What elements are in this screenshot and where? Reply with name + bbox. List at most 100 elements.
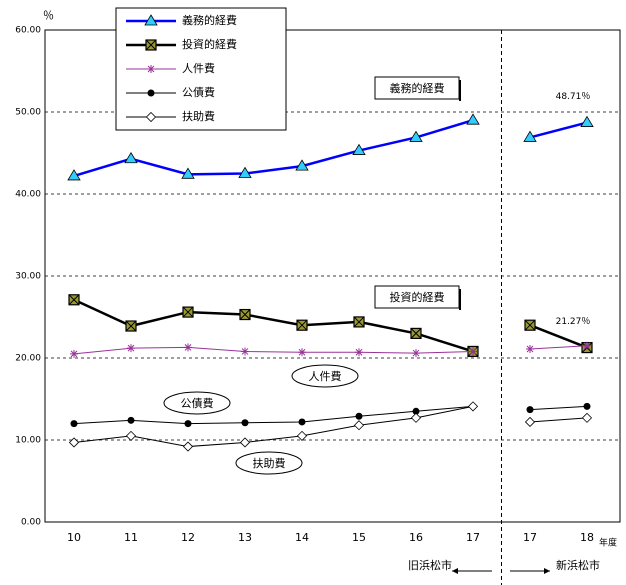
marker <box>355 412 363 420</box>
marker <box>526 406 534 414</box>
y-tick-label: 60.00 <box>15 26 41 36</box>
marker <box>412 407 420 415</box>
series-line <box>529 324 588 349</box>
marker <box>125 320 137 332</box>
marker <box>355 348 363 357</box>
marker-cross <box>524 319 536 331</box>
marker <box>239 437 251 448</box>
marker <box>353 420 365 431</box>
marker <box>182 441 194 452</box>
series-line <box>529 345 588 350</box>
marker <box>410 327 422 339</box>
y-unit: ％ <box>43 9 54 22</box>
marker <box>583 341 591 350</box>
value-label: 21.27％ <box>556 316 591 327</box>
series-line <box>73 346 474 355</box>
legend-label: 扶助費 <box>182 109 215 123</box>
legend-marker <box>147 89 155 97</box>
marker <box>298 418 306 426</box>
marker <box>581 412 593 423</box>
x-tick-label: 14 <box>295 531 309 544</box>
arrow-head <box>452 568 458 574</box>
marker-cross <box>68 294 80 306</box>
series-line <box>73 405 474 448</box>
marker <box>524 319 536 331</box>
marker <box>352 143 366 155</box>
legend-label: 人件費 <box>182 61 215 75</box>
marker <box>583 402 591 410</box>
annotation-text: 扶助費 <box>253 456 286 470</box>
marker <box>127 416 135 424</box>
annotation-text: 人件費 <box>309 369 342 383</box>
value-label: 48.71％ <box>556 91 591 102</box>
marker <box>296 319 308 331</box>
x-tick-label: 13 <box>238 531 252 544</box>
marker <box>241 347 249 356</box>
marker <box>523 130 537 142</box>
marker <box>124 151 138 164</box>
marker <box>181 167 195 179</box>
marker-cross <box>239 309 251 320</box>
marker <box>410 412 422 423</box>
marker <box>580 115 594 127</box>
legend-label: 投資的経費 <box>182 37 237 51</box>
annotation-text: 公債費 <box>181 396 214 410</box>
marker <box>67 169 81 181</box>
marker-cross <box>296 319 308 331</box>
y-tick-label: 10.00 <box>15 436 41 446</box>
annotation-text: 投資的経費 <box>390 290 445 304</box>
annotation-text: 義務的経費 <box>390 81 445 95</box>
marker <box>241 419 249 427</box>
annotation-ellipse <box>163 391 231 415</box>
marker-cross <box>145 39 157 51</box>
marker-cross <box>353 316 365 328</box>
series-line <box>73 119 474 178</box>
legend-label: 公債費 <box>182 85 215 99</box>
y-tick-label: 20.00 <box>15 354 41 364</box>
x-tick-label: 10 <box>67 531 81 544</box>
y-tick-label: 50.00 <box>15 108 41 118</box>
arrow-head <box>544 568 550 574</box>
annotation-ellipse <box>235 451 303 475</box>
marker <box>70 420 78 428</box>
marker <box>239 308 251 321</box>
marker <box>182 306 194 318</box>
marker-cross <box>182 306 194 318</box>
x-tick-label: 17 <box>466 531 480 544</box>
marker <box>409 130 423 142</box>
marker <box>184 420 192 428</box>
marker <box>68 294 80 306</box>
x-tick-label: 11 <box>124 531 138 544</box>
x-tick-label: 15 <box>352 531 366 544</box>
legend-label: 義務的経費 <box>182 13 237 27</box>
y-tick-label: 40.00 <box>15 190 41 200</box>
x-unit: 年度 <box>599 537 617 549</box>
y-tick-label: 0.00 <box>21 518 41 528</box>
legend-marker <box>145 39 157 51</box>
x-tick-label: 18 <box>580 531 594 544</box>
legend-marker <box>147 65 155 73</box>
series-line <box>529 417 588 423</box>
marker <box>295 159 309 171</box>
marker <box>296 430 308 441</box>
group-label: 新浜松市 <box>556 558 600 572</box>
series-line <box>73 298 474 353</box>
marker-cross <box>410 328 422 339</box>
annotation-shadow <box>459 80 461 101</box>
marker <box>127 344 135 353</box>
annotation-ellipse <box>291 364 359 388</box>
annotation-shadow <box>459 289 461 310</box>
marker <box>125 430 137 441</box>
marker <box>469 347 477 356</box>
series-line <box>529 405 588 411</box>
marker <box>238 166 252 178</box>
marker <box>412 349 420 358</box>
legend-marker <box>144 14 158 26</box>
marker <box>70 349 78 358</box>
marker <box>298 348 306 357</box>
y-tick-label: 30.00 <box>15 272 41 282</box>
marker <box>68 437 80 448</box>
